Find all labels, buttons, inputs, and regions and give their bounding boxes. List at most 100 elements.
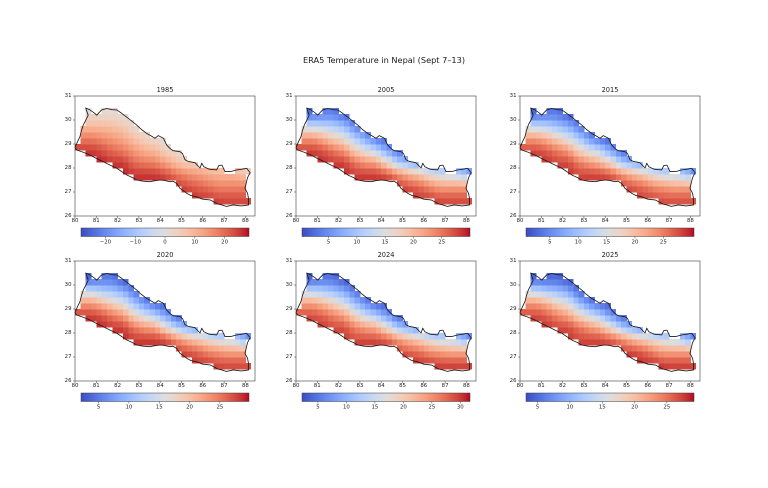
grid-cell: [461, 351, 467, 358]
grid-cell: [685, 339, 691, 346]
grid-cell: [122, 321, 129, 328]
grid-cell: [327, 297, 334, 304]
grid-cell: [615, 174, 622, 181]
grid-cell: [439, 168, 446, 175]
grid-cell: [349, 138, 355, 145]
grid-cell: [343, 132, 350, 139]
x-tick-label: 81: [314, 218, 321, 224]
grid-cell: [176, 156, 182, 163]
grid-cell: [439, 345, 446, 352]
grid-cell: [322, 273, 329, 280]
grid-cell: [359, 144, 366, 151]
grid-cell: [240, 339, 246, 346]
grid-cell: [349, 132, 355, 139]
grid-cell: [551, 114, 558, 121]
y-tick-label: 29: [510, 306, 517, 312]
grid-cell: [621, 345, 627, 352]
grid-cell: [365, 168, 371, 175]
grid-cell: [439, 192, 446, 199]
grid-cell: [90, 291, 97, 298]
grid-cell: [106, 138, 113, 145]
x-tick-label: 86: [644, 383, 651, 389]
grid-cell: [637, 192, 643, 199]
grid-cell: [96, 114, 102, 121]
grid-cell: [306, 315, 313, 322]
grid-cell: [117, 162, 124, 169]
grid-cell: [234, 333, 241, 340]
grid-cell: [535, 297, 542, 304]
grid-cell: [391, 168, 398, 175]
grid-cell: [599, 333, 606, 340]
grid-cell: [149, 162, 156, 169]
grid-cell: [343, 120, 350, 127]
grid-cell: [445, 198, 451, 205]
grid-cell: [128, 144, 134, 151]
grid-cell: [165, 339, 172, 346]
grid-cell: [594, 174, 601, 181]
grid-cell: [234, 168, 241, 175]
grid-cell: [117, 156, 124, 163]
grid-cell: [208, 333, 214, 340]
grid-cell: [322, 132, 329, 139]
grid-cell: [669, 345, 675, 352]
grid-cell: [333, 138, 339, 145]
grid-cell: [647, 345, 654, 352]
grid-cell: [551, 321, 558, 328]
grid-cell: [343, 138, 350, 145]
grid-cell: [546, 303, 553, 310]
grid-cell: [306, 126, 313, 133]
grid-cell: [311, 303, 318, 310]
grid-cell: [551, 156, 558, 163]
grid-cell: [530, 291, 537, 298]
grid-cell: [573, 321, 579, 328]
grid-cell: [245, 168, 252, 175]
grid-cell: [144, 144, 150, 151]
grid-cell: [562, 150, 569, 157]
grid-cell: [359, 321, 366, 328]
grid-cell: [370, 315, 377, 322]
grid-cell: [224, 198, 230, 205]
grid-cell: [234, 357, 241, 364]
grid-cell: [128, 297, 134, 304]
grid-cell: [546, 156, 553, 163]
grid-cell: [112, 156, 118, 163]
grid-cell: [455, 192, 462, 199]
grid-cell: [343, 144, 350, 151]
grid-cell: [429, 339, 435, 346]
grid-cell: [439, 186, 446, 193]
grid-cell: [567, 327, 574, 334]
grid-cell: [333, 108, 339, 115]
grid-cell: [343, 150, 350, 157]
grid-cell: [391, 327, 398, 334]
grid-cell: [224, 351, 230, 358]
y-tick-label: 31: [510, 258, 517, 264]
x-tick-label: 82: [114, 218, 121, 224]
grid-cell: [455, 174, 462, 181]
subplot-title: 2005: [378, 86, 395, 94]
grid-cell: [122, 285, 129, 292]
grid-cell: [149, 339, 156, 346]
grid-cell: [551, 309, 558, 316]
x-tick-label: 88: [463, 383, 470, 389]
grid-cell: [573, 303, 579, 310]
grid-cell: [133, 168, 140, 175]
grid-cell: [631, 162, 638, 169]
grid-cell: [583, 333, 590, 340]
grid-cell: [322, 309, 329, 316]
grid-cell: [557, 132, 563, 139]
grid-cell: [599, 321, 606, 328]
grid-cell: [138, 333, 145, 340]
grid-cell: [551, 138, 558, 145]
grid-cell: [197, 168, 204, 175]
y-tick-label: 30: [286, 117, 293, 123]
grid-cell: [461, 180, 467, 187]
grid-cell: [133, 144, 140, 151]
grid-cell: [149, 315, 156, 322]
y-tick-label: 30: [510, 117, 517, 123]
grid-cell: [461, 333, 467, 340]
grid-cell: [685, 351, 691, 358]
grid-cell: [535, 279, 542, 286]
grid-cell: [176, 333, 182, 340]
grid-cell: [101, 108, 108, 115]
grid-cell: [117, 309, 124, 316]
